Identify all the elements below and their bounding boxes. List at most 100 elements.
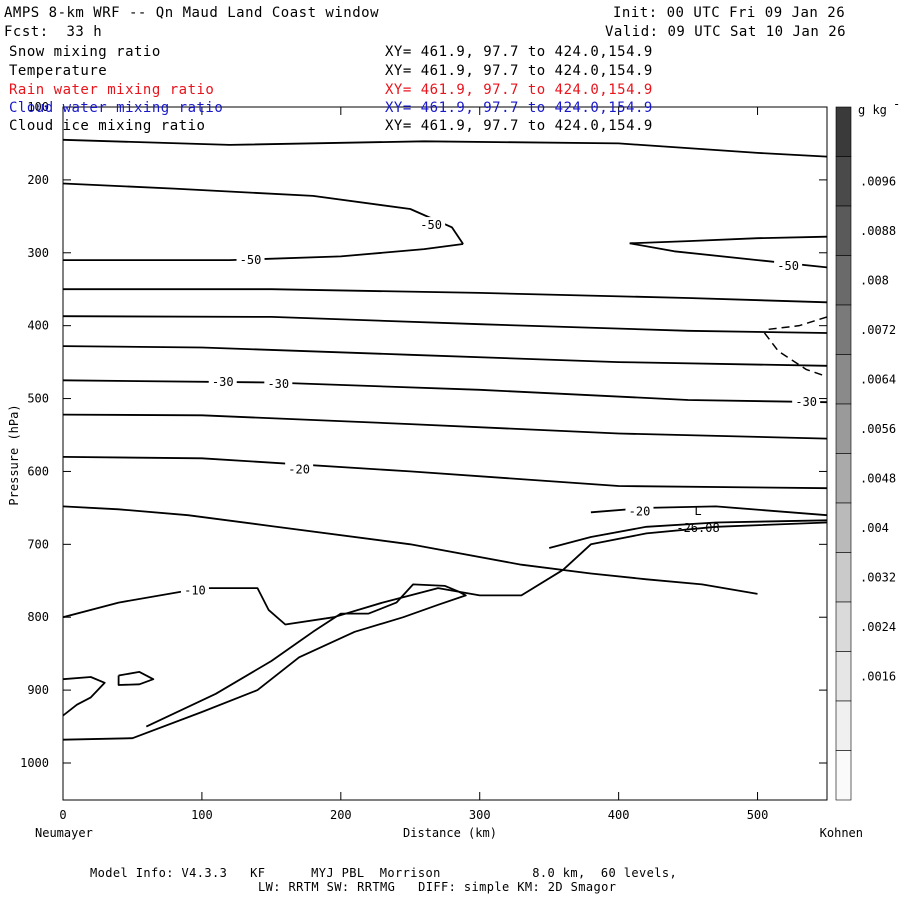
temperature-contour-line [63,379,827,404]
x-right-endpoint-label: Kohnen [820,826,863,840]
colorbar-label: .0096 [860,174,896,188]
temperature-contour-line [63,138,827,158]
field-xy-cloud-ice: XY= 461.9, 97.7 to 424.0,154.9 [385,118,653,134]
low-marker: L [694,504,701,518]
colorbar-swatch [835,106,852,157]
x-tick-label: 100 [191,808,213,822]
colorbar-swatch [835,403,852,454]
colorbar-swatch [835,502,852,553]
temperature-contours [63,138,827,741]
colorbar-label: .0056 [860,422,896,436]
field-xy-snow: XY= 461.9, 97.7 to 424.0,154.9 [385,44,653,60]
y-tick-label: 800 [27,610,49,624]
contour-label: -30 [267,377,289,391]
x-tick-label: 0 [59,808,66,822]
colorbar-unit-exponent: -1 [893,97,900,111]
y-tick-label: 500 [27,392,49,406]
colorbar-swatch [835,750,852,801]
temperature-contour-line [548,519,827,549]
colorbar-swatch [835,205,852,256]
colorbar-label: .0024 [860,620,896,634]
colorbar-label: .0072 [860,323,896,337]
chart-title: AMPS 8-km WRF -- Qn Maud Land Coast wind… [4,5,380,21]
y-tick-label: 700 [27,537,49,551]
colorbar-label: .0064 [860,372,896,386]
colorbar-swatch [835,255,852,306]
temperature-contour-line [63,521,827,626]
y-tick-label: 400 [27,319,49,333]
colorbar-label: .0048 [860,471,896,485]
field-name-snow: Snow mixing ratio [9,44,161,60]
valid-time: Valid: 09 UTC Sat 10 Jan 26 [605,24,847,40]
colorbar-label: .0016 [860,669,896,683]
colorbar-swatch [835,601,852,652]
contour-label-bg [625,503,654,518]
x-left-endpoint-label: Neumayer [35,826,93,840]
contour-label: -50 [420,218,442,232]
temperature-contour-line [63,505,758,595]
temperature-contour-line [63,182,464,245]
field-name-cloud-ice: Cloud ice mixing ratio [9,118,206,134]
colorbar-swatch [835,354,852,405]
temperature-contour-line [63,288,827,304]
contour-label-bg [774,257,803,272]
colorbar-label: .004 [860,521,889,535]
y-tick-label: 900 [27,683,49,697]
field-xy-temperature: XY= 461.9, 97.7 to 424.0,154.9 [385,63,653,79]
field-name-cloud-water: Cloud water mixing ratio [9,100,224,116]
colorbar-label: .0032 [860,570,896,584]
y-tick-label: 1000 [20,756,49,770]
colorbar-label: .0088 [860,224,896,238]
colorbar-swatch [835,651,852,702]
temperature-contour-line [63,456,827,490]
temperature-contour-line [590,505,827,517]
x-tick-label: 500 [747,808,769,822]
y-tick-label: 600 [27,464,49,478]
field-name-temperature: Temperature [9,63,108,79]
contour-label: -50 [777,259,799,273]
contour-label: -50 [240,253,262,267]
contour-label-bg [417,217,446,232]
temperature-contour-line [63,676,106,717]
low-marker-value: -26.08 [676,521,719,535]
x-axis-title: Distance (km) [403,826,497,840]
x-tick-label: 200 [330,808,352,822]
colorbar-swatch [835,156,852,207]
forecast-hour: Fcst: 33 h [4,24,103,40]
x-tick-label: 400 [608,808,630,822]
y-tick-label: 300 [27,246,49,260]
contour-group [63,138,827,741]
contour-label-bg [285,461,314,476]
plot-axes: 100 200 300 400 500 600 700 800 900 1000 0 100 200 30… [7,100,863,840]
temperature-contour-line [63,345,827,367]
temperature-contour-line [63,413,827,440]
contour-label: -20 [288,462,310,476]
contour-label: -20 [629,505,651,519]
colorbar-label: .008 [860,273,889,287]
x-tick-label: 300 [469,808,491,822]
field-name-rain: Rain water mixing ratio [9,82,215,98]
colorbar-swatch [835,700,852,751]
contour-label: -30 [212,375,234,389]
plot-frame [62,106,828,801]
contour-label: -30 [795,395,817,409]
field-xy-cloud-water: XY= 461.9, 97.7 to 424.0,154.9 [385,100,653,116]
field-xy-rain: XY= 461.9, 97.7 to 424.0,154.9 [385,82,653,98]
colorbar-swatch [835,453,852,504]
contour-label-bg [264,375,293,390]
y-tick-label: 100 [27,100,49,114]
init-time: Init: 00 UTC Fri 09 Jan 26 [613,5,846,21]
contour-labels: -50 -50 -50 -30 -30 -30 -20 -20 -10 L -26.08 [180,217,821,597]
temperature-contour-line [63,243,464,262]
model-info-line1: Model Info: V4.3.3 KF MYJ PBL Morrison 8… [90,866,678,880]
colorbar-swatch [835,304,852,355]
contour-label-bg [180,582,209,597]
contour-label-bg [208,373,237,388]
contour-label-bg [792,394,821,409]
contour-label-bg [236,252,265,267]
temperature-contour-line [63,315,827,334]
colorbar: .0096 .0088 .008 .0072 .0064 .0056 .0048 .004 .0… [835,97,900,801]
model-info-line2: LW: RRTM SW: RRTMG DIFF: simple KM: 2D S… [258,880,617,894]
colorbar-swatch [835,552,852,603]
